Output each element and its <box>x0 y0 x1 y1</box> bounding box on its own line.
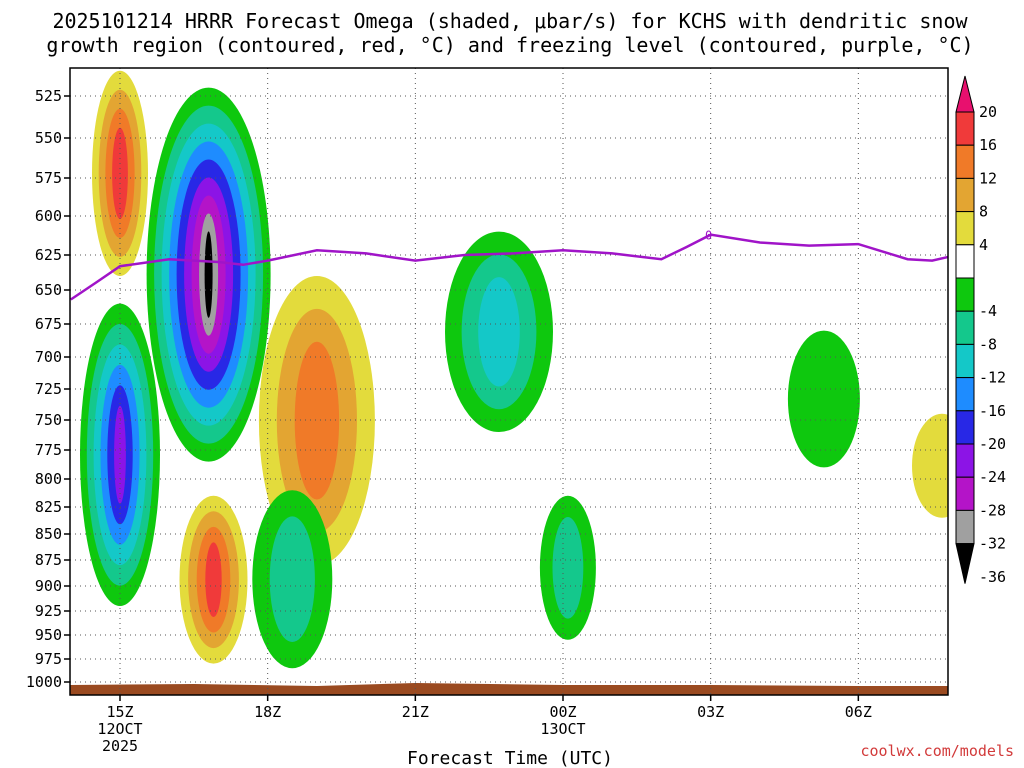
x-tick-label-00Z: 00Z <box>549 703 576 721</box>
chart-title-line-1: 2025101214 HRRR Forecast Omega (shaded, … <box>52 9 968 33</box>
omega-shading <box>70 70 948 695</box>
y-tick-label-725: 725 <box>35 380 62 398</box>
omega-contour-ascent-column-15z--24 <box>114 405 126 504</box>
y-tick-label-675: 675 <box>35 315 62 333</box>
colorbar-label--8: -8 <box>979 335 997 353</box>
omega-contour-ascent-0000z-low--8 <box>552 517 584 619</box>
colorbar-legend: 20 16 12 8 4 -4 -8 -12 -16 -20 -24 -28 -32 -36 <box>955 75 1006 586</box>
freezing-level-contour: 0 <box>70 229 948 301</box>
colorbar-bin--12 to -8 <box>955 310 975 345</box>
colorbar-bin-top <box>955 75 975 113</box>
colorbar-label--32: -32 <box>979 535 1006 553</box>
colorbar-label-4: 4 <box>979 236 988 254</box>
colorbar-label-20: 20 <box>979 103 997 121</box>
x-axis-label: Forecast Time (UTC) <box>407 748 613 768</box>
chart-title-line-2: growth region (contoured, red, °C) and f… <box>46 33 973 57</box>
y-tick-label-550: 550 <box>35 129 62 147</box>
y-tick-label-825: 825 <box>35 498 62 516</box>
colorbar-bin--24 to -20 <box>955 410 975 445</box>
colorbar-label--24: -24 <box>979 468 1006 486</box>
y-tick-label-525: 525 <box>35 87 62 105</box>
y-tick-label-1000: 1000 <box>26 673 62 691</box>
y-tick-label-850: 850 <box>35 525 62 543</box>
colorbar-bin-12 to 16 <box>955 144 975 179</box>
colorbar-bin-16 to 20 <box>955 111 975 146</box>
ground-surface <box>70 683 948 695</box>
y-axis: 525 550 575 600 625 650 675 700 725 750 775 800 825 8… <box>26 87 70 691</box>
colorbar-bin-8 to 12 <box>955 177 975 213</box>
x-tick-sublabel-13OCT: 13OCT <box>540 720 585 738</box>
x-tick-label-06Z: 06Z <box>845 703 872 721</box>
omega-contour-descent-1650z-low-16 <box>205 542 222 617</box>
x-tick-label-21Z: 21Z <box>402 703 429 721</box>
colorbar-label--28: -28 <box>979 501 1006 519</box>
colorbar-bin-bottom <box>955 543 975 584</box>
omega-contour-ascent-2230z--12 <box>478 277 520 387</box>
colorbar-bin--20 to -16 <box>955 377 975 412</box>
colorbar-label--36: -36 <box>979 568 1006 586</box>
omega-contour-ascent-1815z-low--8 <box>269 516 315 642</box>
omega-contour-descent-1830z-12 <box>294 341 340 500</box>
y-tick-label-700: 700 <box>35 348 62 366</box>
colorbar-bin--8 to -4 <box>955 277 975 312</box>
credit-text: coolwx.com/models <box>860 742 1014 760</box>
colorbar-label--20: -20 <box>979 435 1006 453</box>
freezing-level-label: 0 <box>705 229 712 243</box>
colorbar-bin--28 to -24 <box>955 443 975 478</box>
colorbar-label--12: -12 <box>979 369 1006 387</box>
colorbar-label-16: 16 <box>979 136 997 154</box>
y-tick-label-975: 975 <box>35 650 62 668</box>
colorbar-bin-4 to 8 <box>955 211 975 246</box>
y-tick-label-750: 750 <box>35 411 62 429</box>
y-tick-label-600: 600 <box>35 207 62 225</box>
plot-frame <box>69 67 949 696</box>
x-tick-label-03Z: 03Z <box>697 703 724 721</box>
colorbar-bin--36 to -32 <box>955 509 975 545</box>
colorbar-label-12: 12 <box>979 169 997 187</box>
y-tick-label-625: 625 <box>35 246 62 264</box>
x-tick-label-15Z: 15Z <box>106 703 133 721</box>
y-tick-label-900: 900 <box>35 577 62 595</box>
x-tick-sublabel-12OCT: 12OCT <box>97 720 142 738</box>
colorbar-label-8: 8 <box>979 203 988 221</box>
y-tick-label-875: 875 <box>35 551 62 569</box>
y-tick-label-950: 950 <box>35 626 62 644</box>
colorbar-label--16: -16 <box>979 402 1006 420</box>
freezing-level-line <box>70 233 948 301</box>
x-tick-label-18Z: 18Z <box>254 703 281 721</box>
y-tick-label-575: 575 <box>35 169 62 187</box>
omega-contour-descent-0700z-4 <box>912 413 948 518</box>
colorbar-bin--32 to -28 <box>955 476 975 511</box>
omega-contour-ascent-core-1645z--36 <box>204 231 213 318</box>
y-tick-label-800: 800 <box>35 470 62 488</box>
x-tick-sublabel-2025: 2025 <box>102 737 138 755</box>
colorbar-bin--4 to 4 <box>955 244 975 279</box>
y-tick-label-650: 650 <box>35 281 62 299</box>
y-tick-label-925: 925 <box>35 602 62 620</box>
colorbar-label--4: -4 <box>979 302 997 320</box>
colorbar-bin--16 to -12 <box>955 343 975 379</box>
omega-contour-ascent-0530z--4 <box>787 330 860 468</box>
y-tick-label-775: 775 <box>35 441 62 459</box>
